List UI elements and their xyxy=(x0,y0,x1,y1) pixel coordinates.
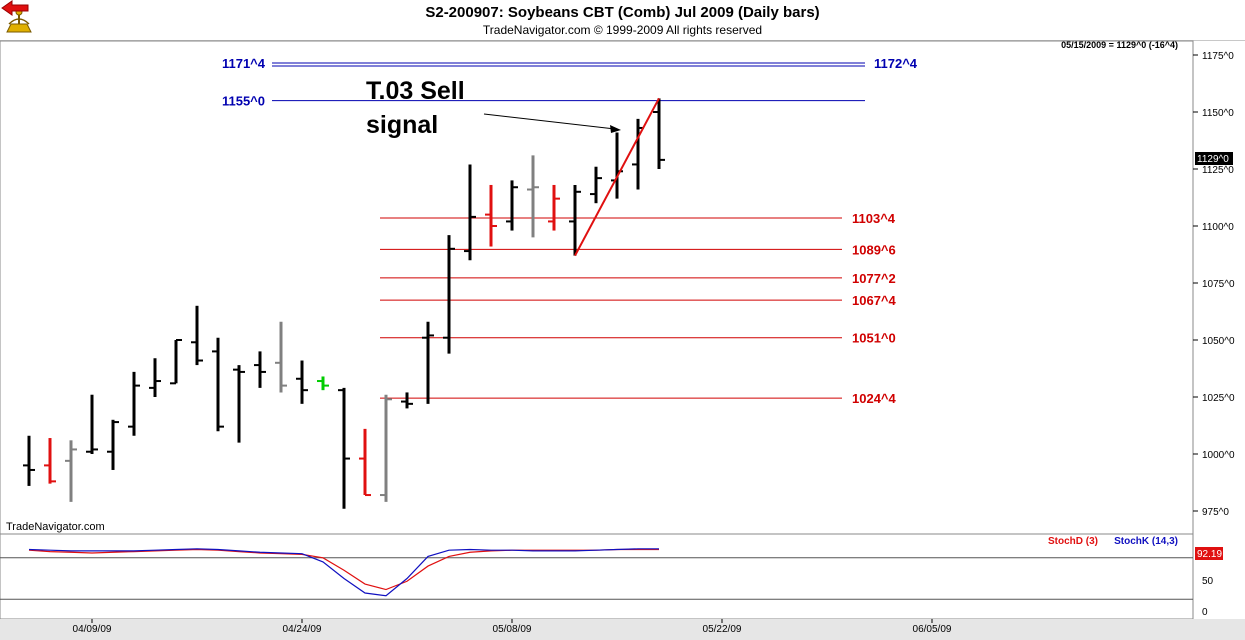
ohlc-bar xyxy=(338,387,350,509)
price-bars xyxy=(23,98,665,509)
y-tick-label: 1075^0 xyxy=(1202,279,1235,290)
info-readout: 05/15/2009 = 1129^0 (-16^4) xyxy=(1061,40,1178,50)
y-tick-label: 1025^0 xyxy=(1202,393,1235,404)
level-label: 1155^0 xyxy=(222,94,265,109)
ohlc-bar xyxy=(212,337,224,432)
ohlc-bar xyxy=(275,321,287,393)
ohlc-bar xyxy=(23,435,35,486)
last-price-tag: 1129^0 xyxy=(1197,154,1229,165)
ohlc-bar xyxy=(317,376,329,391)
chart-subtitle: TradeNavigator.com © 1999-2009 All right… xyxy=(482,23,763,37)
chart-header: S2-200907: Soybeans CBT (Comb) Jul 2009 … xyxy=(0,0,1245,41)
ohlc-bar xyxy=(65,440,77,502)
ohlc-bar xyxy=(380,394,392,502)
ohlc-bar xyxy=(254,351,266,388)
x-tick-label: 04/09/09 xyxy=(73,624,112,635)
x-tick-label: 05/22/09 xyxy=(703,624,742,635)
price-axis: 975^0 1000^0 1025^0 1050^0 1075^0 1100^0 1125^… xyxy=(1193,51,1235,518)
ohlc-bar xyxy=(485,184,497,247)
stochastic-panel xyxy=(0,548,1193,600)
level-label: 1089^6 xyxy=(852,242,896,257)
indicator-panel-frame xyxy=(0,533,1194,620)
annotation-arrow xyxy=(483,113,616,130)
stoch-k-line xyxy=(28,548,659,597)
ohlc-bar xyxy=(233,365,245,443)
y-tick-label: 1100^0 xyxy=(1202,222,1234,233)
stoch-axis-tick-0: 0 xyxy=(1202,607,1208,618)
ohlc-bar xyxy=(506,180,518,231)
ohlc-bar xyxy=(44,438,56,484)
x-tick-label: 05/08/09 xyxy=(493,624,532,635)
ohlc-bar xyxy=(422,321,434,404)
stoch-axis-tick-50: 50 xyxy=(1202,576,1214,587)
level-label-right: 1172^4 xyxy=(874,56,918,71)
ohlc-bar xyxy=(653,98,665,169)
ohlc-bar xyxy=(548,184,560,231)
price-levels: 1171^4 1172^4 1155^0 1103^4 1089^6 1077^2 1067… xyxy=(222,56,918,406)
ohlc-bar xyxy=(191,305,203,366)
ohlc-bar xyxy=(443,235,455,354)
ohlc-bar xyxy=(401,392,413,409)
stoch-d-legend: StochD (3) xyxy=(1048,536,1098,547)
stoch-d-line xyxy=(28,548,659,591)
ohlc-bar xyxy=(296,360,308,404)
ohlc-bar xyxy=(149,358,161,397)
annotation-line2: signal xyxy=(366,111,438,139)
y-tick-label: 1175^0 xyxy=(1202,51,1234,62)
stoch-value-tag: 92.19 xyxy=(1197,549,1222,560)
x-tick-label: 06/05/09 xyxy=(913,624,952,635)
y-tick-label: 1150^0 xyxy=(1202,108,1234,119)
ohlc-bar xyxy=(569,184,581,256)
ohlc-bar xyxy=(86,394,98,454)
ohlc-bar xyxy=(464,164,476,261)
annotation-arrowhead xyxy=(610,125,621,133)
price-panel-frame xyxy=(0,40,1194,535)
ohlc-bar xyxy=(107,419,119,470)
level-label: 1103^4 xyxy=(852,211,896,226)
stoch-value-tag-box xyxy=(1195,547,1223,560)
scroll-left-arrow-icon[interactable] xyxy=(0,0,30,16)
level-label: 1067^4 xyxy=(852,293,897,308)
y-tick-label: 1000^0 xyxy=(1202,450,1235,461)
stoch-k-legend: StochK (14,3) xyxy=(1114,536,1178,547)
level-label: 1051^0 xyxy=(852,331,896,346)
chart-title: S2-200907: Soybeans CBT (Comb) Jul 2009 … xyxy=(425,4,820,21)
date-axis-bar xyxy=(0,619,1245,640)
ohlc-bar xyxy=(527,155,539,238)
ohlc-bar xyxy=(128,371,140,436)
trend-line xyxy=(574,97,660,257)
y-tick-label: 1125^0 xyxy=(1202,165,1234,176)
x-tick-label: 04/24/09 xyxy=(283,624,322,635)
ohlc-bar xyxy=(359,428,371,497)
level-label: 1171^4 xyxy=(222,56,266,71)
ohlc-bar xyxy=(170,339,182,385)
y-tick-label: 975^0 xyxy=(1202,507,1229,518)
date-axis: 04/09/09 04/24/09 05/08/09 05/22/09 06/05/09 xyxy=(73,619,952,635)
y-tick-label: 1050^0 xyxy=(1202,336,1235,347)
level-label: 1024^4 xyxy=(852,391,897,406)
watermark: TradeNavigator.com xyxy=(6,521,105,533)
ohlc-bar xyxy=(590,166,602,204)
annotation-line1: T.03 Sell xyxy=(366,77,465,105)
level-label: 1077^2 xyxy=(852,271,896,286)
last-price-tag-box xyxy=(1195,152,1233,165)
